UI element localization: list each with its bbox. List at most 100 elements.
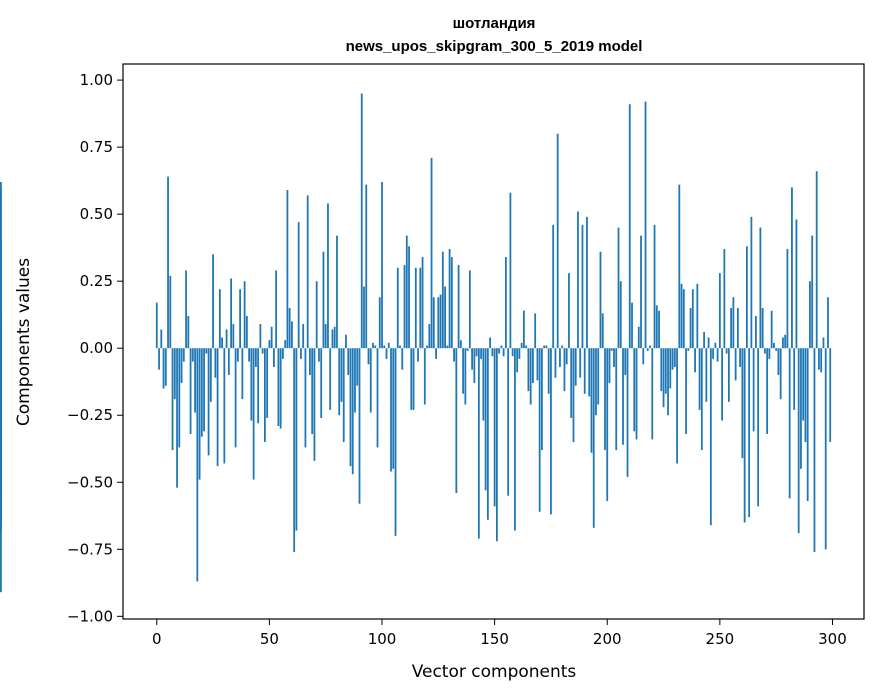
bar: [568, 273, 570, 349]
bar: [189, 348, 192, 434]
bar: [730, 307, 733, 349]
bar: [782, 337, 784, 349]
bar: [797, 348, 800, 534]
bar: [736, 307, 739, 349]
bar: [257, 348, 260, 424]
bar: [608, 348, 611, 384]
bar: [477, 348, 480, 539]
bar: [676, 348, 678, 464]
bar: [552, 224, 555, 349]
bar: [0, 348, 2, 593]
bar: [403, 265, 406, 349]
bar: [775, 348, 778, 351]
bar: [279, 348, 282, 429]
bar: [331, 329, 334, 349]
bar: [356, 348, 359, 386]
bar: [417, 348, 419, 362]
bar: [707, 337, 710, 349]
bar: [0, 337, 2, 349]
bar: [507, 348, 510, 496]
bar: [820, 348, 823, 373]
y-tick-label: 0.25: [80, 272, 113, 290]
bar: [592, 348, 595, 528]
bar: [365, 184, 368, 349]
bar: [829, 348, 832, 443]
bar: [793, 348, 796, 410]
bar: [631, 302, 633, 349]
bar: [811, 235, 814, 349]
bar: [358, 348, 361, 504]
bar: [198, 348, 201, 480]
bar: [205, 348, 208, 354]
bar: [703, 332, 705, 349]
bar: [214, 348, 217, 378]
bar: [667, 348, 669, 416]
bar: [520, 342, 523, 349]
bar: [392, 348, 395, 469]
bar: [313, 348, 316, 461]
bar: [439, 294, 442, 349]
bar: [414, 267, 417, 349]
bar: [547, 348, 550, 394]
bar: [561, 345, 564, 349]
bar: [333, 326, 336, 349]
bar: [628, 104, 631, 349]
bar: [270, 326, 273, 349]
bar: [556, 133, 559, 349]
bar: [171, 348, 174, 451]
bar: [455, 348, 458, 493]
bar: [221, 337, 223, 349]
bar: [813, 348, 816, 552]
bar: [376, 348, 379, 448]
bar: [773, 342, 775, 349]
bar: [795, 219, 798, 349]
x-tick-label: 0: [152, 630, 162, 648]
bar: [369, 348, 372, 413]
bar: [252, 348, 255, 480]
bar: [412, 348, 415, 410]
bar: [254, 348, 257, 367]
bar: [691, 289, 694, 349]
bar: [342, 348, 345, 443]
bar: [405, 235, 408, 349]
bar: [626, 348, 629, 477]
bar: [390, 348, 392, 472]
bar: [311, 348, 314, 434]
y-axis-ticks: 1.00 0.75 0.50 0.25 0.00 −0.25 −0.50 −0.75 −1.00: [67, 71, 123, 625]
bar: [306, 195, 309, 349]
bar: [297, 222, 300, 349]
bar: [182, 348, 185, 362]
bar: [300, 348, 302, 359]
x-axis-ticks: 0 50 100 150 200 250 300: [152, 619, 847, 648]
bar: [538, 348, 541, 512]
bar: [694, 348, 696, 373]
bar: [160, 329, 163, 349]
bar: [669, 348, 672, 389]
bar: [784, 334, 787, 349]
bar: [236, 348, 239, 362]
bar: [486, 348, 489, 520]
bar: [680, 283, 683, 349]
bar: [709, 348, 712, 526]
bar: [453, 348, 455, 362]
bar: [682, 289, 685, 349]
chart-title: шотландия: [453, 15, 536, 32]
bar: [622, 348, 624, 445]
bar: [336, 235, 338, 349]
bar: [716, 348, 719, 362]
bar: [318, 348, 320, 362]
bar: [0, 348, 2, 445]
bar: [606, 348, 609, 502]
bar: [428, 324, 431, 349]
bar: [646, 348, 649, 351]
bar: [450, 257, 453, 349]
bar: [685, 348, 687, 434]
bar: [633, 348, 636, 432]
bar: [700, 348, 703, 451]
bar: [0, 348, 2, 367]
bar: [516, 348, 519, 373]
bar: [777, 348, 780, 376]
bar: [791, 187, 793, 349]
bar: [275, 270, 278, 349]
bar: [527, 348, 530, 392]
